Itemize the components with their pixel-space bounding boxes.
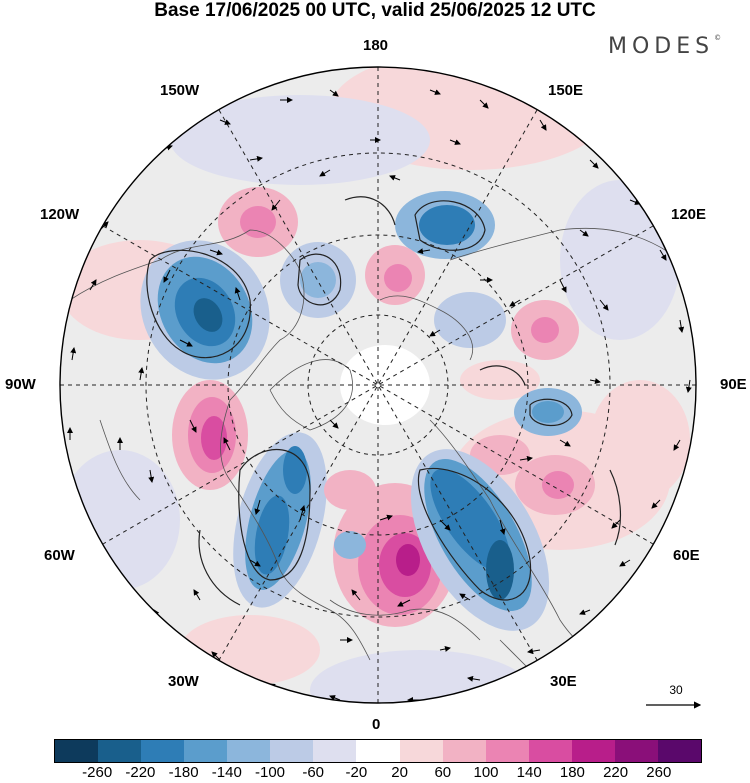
colorbar-tick-label: 60 (434, 764, 452, 781)
lon-label-150e: 150E (548, 82, 584, 99)
colorbar-swatch (141, 740, 185, 762)
lon-label-90w: 90W (5, 376, 36, 393)
colorbar-swatch (184, 740, 228, 762)
colorbar-swatch (98, 740, 142, 762)
lon-label-150w: 150W (160, 82, 200, 99)
lon-label-0: 0 (372, 716, 381, 733)
colorbar-swatch (528, 740, 572, 762)
colorbar-swatch (313, 740, 357, 762)
anomaly-area (170, 95, 430, 185)
lon-label-90e: 90E (720, 376, 747, 393)
anomaly-area (310, 650, 530, 703)
colorbar-tick-label: -100 (254, 764, 286, 781)
colorbar-tick-labels: -260 -220 -180 -140 -100 -60 -20 20 60 100 140 180 2… (0, 764, 750, 783)
colorbar-tick-label: -60 (302, 764, 325, 781)
colorbar-swatch (356, 740, 400, 762)
colorbar-tick-label: 20 (391, 764, 408, 781)
colorbar-swatch (442, 740, 486, 762)
colorbar-tick-label: -220 (125, 764, 156, 781)
map-title: Base 17/06/2025 00 UTC, valid 25/06/2025… (154, 0, 596, 21)
colorbar-swatch (571, 740, 615, 762)
lon-label-30e: 30E (550, 673, 577, 690)
polar-anomaly-map (59, 66, 702, 709)
colorbar-tick-label: -180 (168, 764, 199, 781)
lon-label-60e: 60E (673, 547, 700, 564)
reference-vector-label: 30 (669, 683, 683, 697)
lon-label-60w: 60W (44, 547, 75, 564)
lon-label-180: 180 (363, 37, 389, 54)
colorbar-tick-label: -260 (82, 764, 113, 781)
pole-region (340, 345, 430, 425)
colorbar-swatch (657, 740, 701, 762)
colorbar-tick-label: 260 (646, 764, 672, 781)
colorbar-tick-label: -20 (345, 764, 368, 781)
height-contours (146, 196, 621, 606)
modes-logo: MODES© (608, 34, 722, 59)
lon-label-120e: 120E (671, 206, 707, 223)
colorbar-tick-label: 100 (473, 764, 499, 781)
lon-label-30w: 30W (168, 673, 199, 690)
anomaly-area (590, 380, 690, 500)
anomaly-area (560, 180, 680, 340)
colorbar-swatch (227, 740, 271, 762)
colorbar-swatch (55, 740, 99, 762)
colorbar-swatch (485, 740, 529, 762)
colorbar-tick-label: 140 (516, 764, 542, 781)
colorbar-swatch (399, 740, 443, 762)
colorbar-tick-label: 180 (559, 764, 585, 781)
lon-label-120w: 120W (40, 206, 80, 223)
colorbar-swatch (270, 740, 314, 762)
colorbar-tick-label: -140 (211, 764, 242, 781)
colorbar-swatch (614, 740, 658, 762)
graticule (60, 67, 696, 703)
map-border (59, 66, 697, 704)
colorbar-tick-label: 220 (603, 764, 629, 781)
colorbar (54, 739, 702, 763)
